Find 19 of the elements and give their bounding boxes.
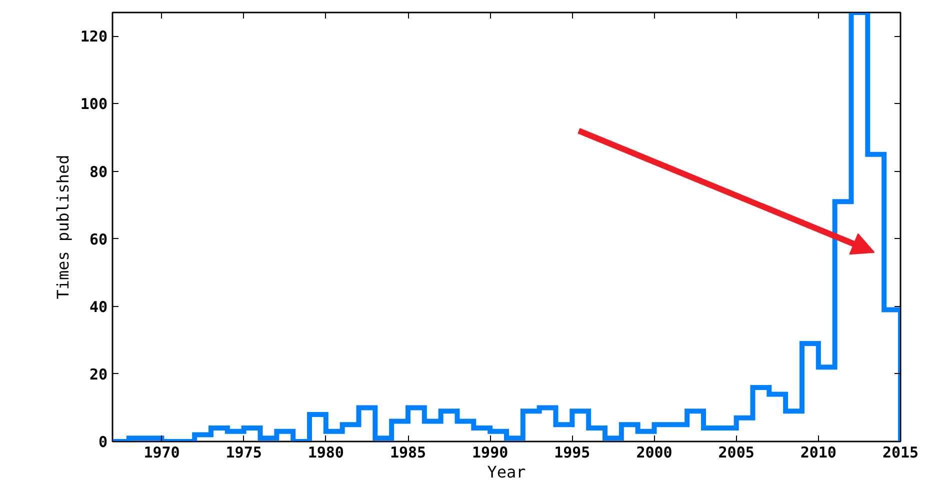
x-axis-title: Year [487, 462, 526, 482]
x-tick-label: 2015 [882, 444, 919, 462]
y-tick-label: 80 [89, 162, 108, 181]
x-tick-label: 2000 [636, 444, 672, 462]
x-tick-label: 2010 [800, 444, 836, 462]
x-tick-label: 1970 [144, 444, 180, 462]
y-tick-label: 100 [80, 95, 108, 114]
x-tick-label: 1975 [226, 444, 262, 462]
y-tick-label: 120 [80, 28, 108, 46]
x-tick-label: 1995 [554, 444, 590, 462]
x-tick-label: 1980 [308, 444, 344, 462]
y-tick-label: 40 [89, 298, 108, 316]
y-tick-label: 20 [89, 365, 108, 384]
y-tick-label: 0 [98, 433, 108, 451]
x-tick-label: 1985 [390, 444, 426, 462]
y-axis-title: Times published [53, 154, 72, 300]
y-tick-label: 60 [89, 230, 108, 248]
x-tick-label: 2005 [718, 444, 754, 462]
x-tick-label: 1990 [472, 444, 508, 462]
